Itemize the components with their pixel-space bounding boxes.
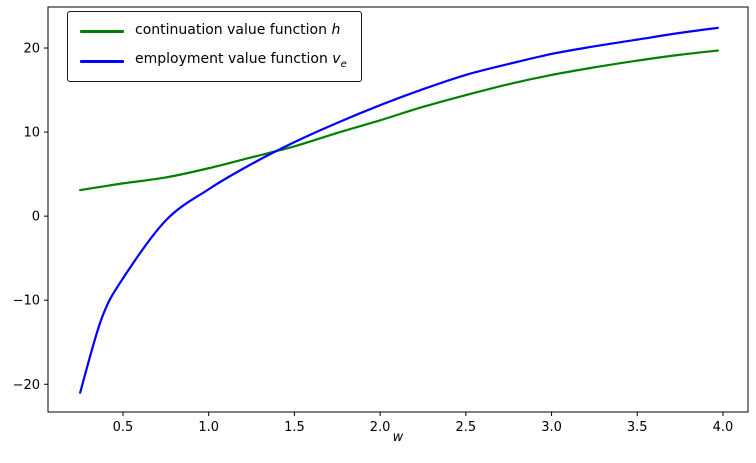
- y-tick-label: 0: [32, 210, 40, 225]
- x-tick-label: 3.0: [541, 420, 562, 435]
- legend: continuation value function h employment…: [67, 11, 362, 82]
- legend-line-continuation-value: [80, 30, 124, 34]
- y-tick-label: 20: [23, 42, 40, 57]
- axes-frame: [47, 6, 749, 413]
- legend-label-employment-value: employment value function ve: [135, 51, 347, 71]
- x-axis-label: w: [392, 430, 404, 445]
- x-tick-label: 2.5: [455, 420, 476, 435]
- x-tick-label: 1.0: [198, 420, 219, 435]
- legend-label-continuation-value: continuation value function h: [135, 22, 341, 38]
- legend-item-employment-value: employment value function ve: [80, 51, 347, 70]
- legend-line-employment-value: [80, 59, 124, 63]
- x-tick-label: 2.0: [370, 420, 391, 435]
- y-tick-label: −20: [13, 378, 40, 393]
- series-line-continuation-value-h: [79, 49, 719, 192]
- x-tick-label: 0.5: [113, 420, 134, 435]
- y-tick-label: 10: [23, 126, 40, 141]
- x-tick-label: 4.0: [713, 420, 734, 435]
- x-tick-label: 1.5: [284, 420, 305, 435]
- y-tick-label: −10: [13, 294, 40, 309]
- series-line-employment-value-ve: [79, 26, 719, 394]
- legend-item-continuation-value: continuation value function h: [80, 22, 347, 41]
- x-tick-label: 3.5: [627, 420, 648, 435]
